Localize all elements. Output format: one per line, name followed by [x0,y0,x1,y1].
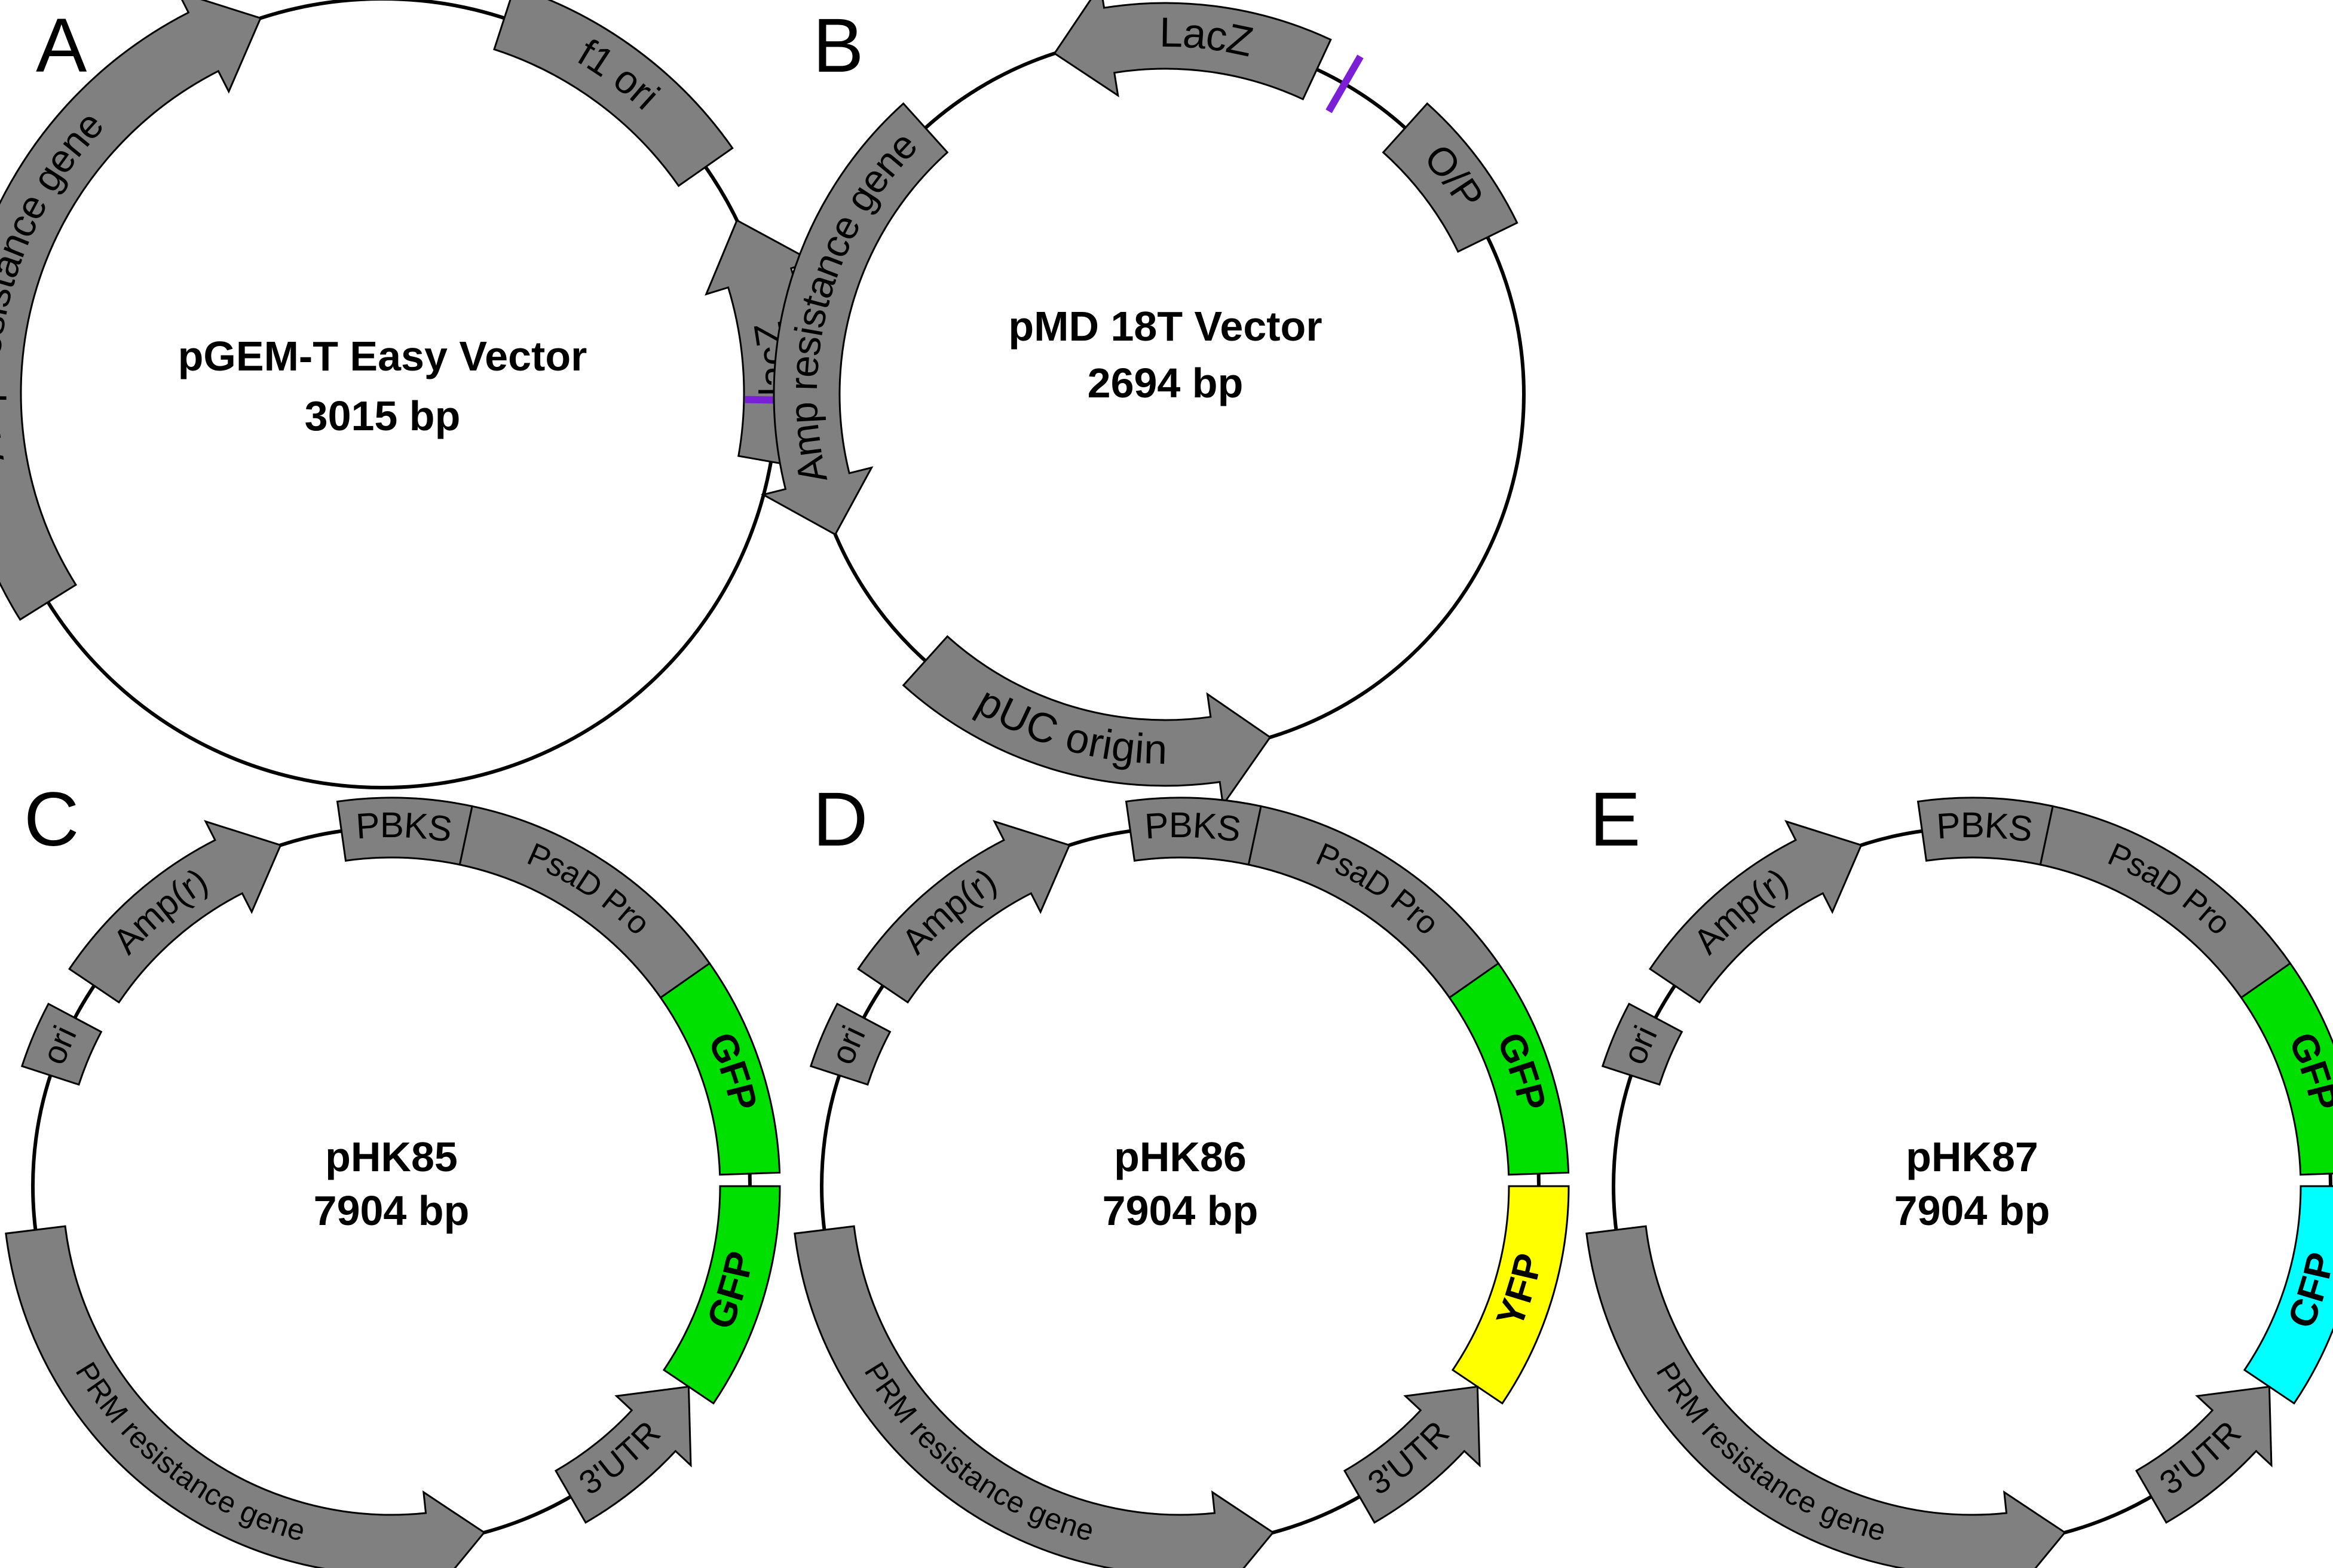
panel-letter: C [24,777,79,862]
feature-amp-r [68,820,282,1004]
plasmid-size: 7904 bp [1894,1187,2050,1234]
feature-ori [809,1002,892,1086]
site-marker [1325,54,1364,114]
panel-letter: B [813,3,864,88]
feature-3-utr [554,1385,692,1524]
feature-gfp [2240,962,2333,1176]
feature-amp-r [1649,820,1863,1004]
plasmid-size: 2694 bp [1088,360,1244,406]
plasmid-name: pHK87 [1906,1134,2038,1180]
plasmid-name: pHK85 [325,1134,458,1180]
plasmid-size: 3015 bp [305,393,461,439]
feature-yfp [1451,1185,1570,1405]
plasmid-name: pMD 18T Vector [1008,303,1322,350]
feature-gfp [1448,962,1570,1176]
feature-gfp [659,962,781,1176]
feature-lacz [1053,0,1332,101]
feature-label-puc-origin: pUC origin [969,678,1168,773]
feature-3-utr [2135,1385,2273,1524]
panel-letter: D [813,777,868,862]
feature-ori [20,1002,103,1086]
feature-prm-resistance-gene [794,1225,1275,1568]
feature-amp-resistance-gene [761,102,949,536]
feature-3-utr [1343,1385,1481,1524]
feature-o-p [1382,102,1518,253]
panel-letter: A [36,3,87,88]
feature-ori [1601,1002,1683,1086]
feature-amp-r [857,820,1071,1004]
feature-cfp [2243,1185,2333,1405]
plasmid-name: pGEM-T Easy Vector [178,333,587,379]
feature-gfp [662,1185,781,1405]
feature-f1-ori [493,0,734,188]
feature-prm-resistance-gene [1585,1225,2066,1568]
feature-prm-resistance-gene [5,1225,486,1568]
feature-puc-origin [902,635,1272,807]
plasmid-size: 7904 bp [314,1187,470,1234]
plasmid-size: 7904 bp [1103,1187,1259,1234]
feature-amp-resistance-gene [0,0,262,621]
panel-letter: E [1590,777,1640,862]
plasmid-name: pHK86 [1114,1134,1247,1180]
